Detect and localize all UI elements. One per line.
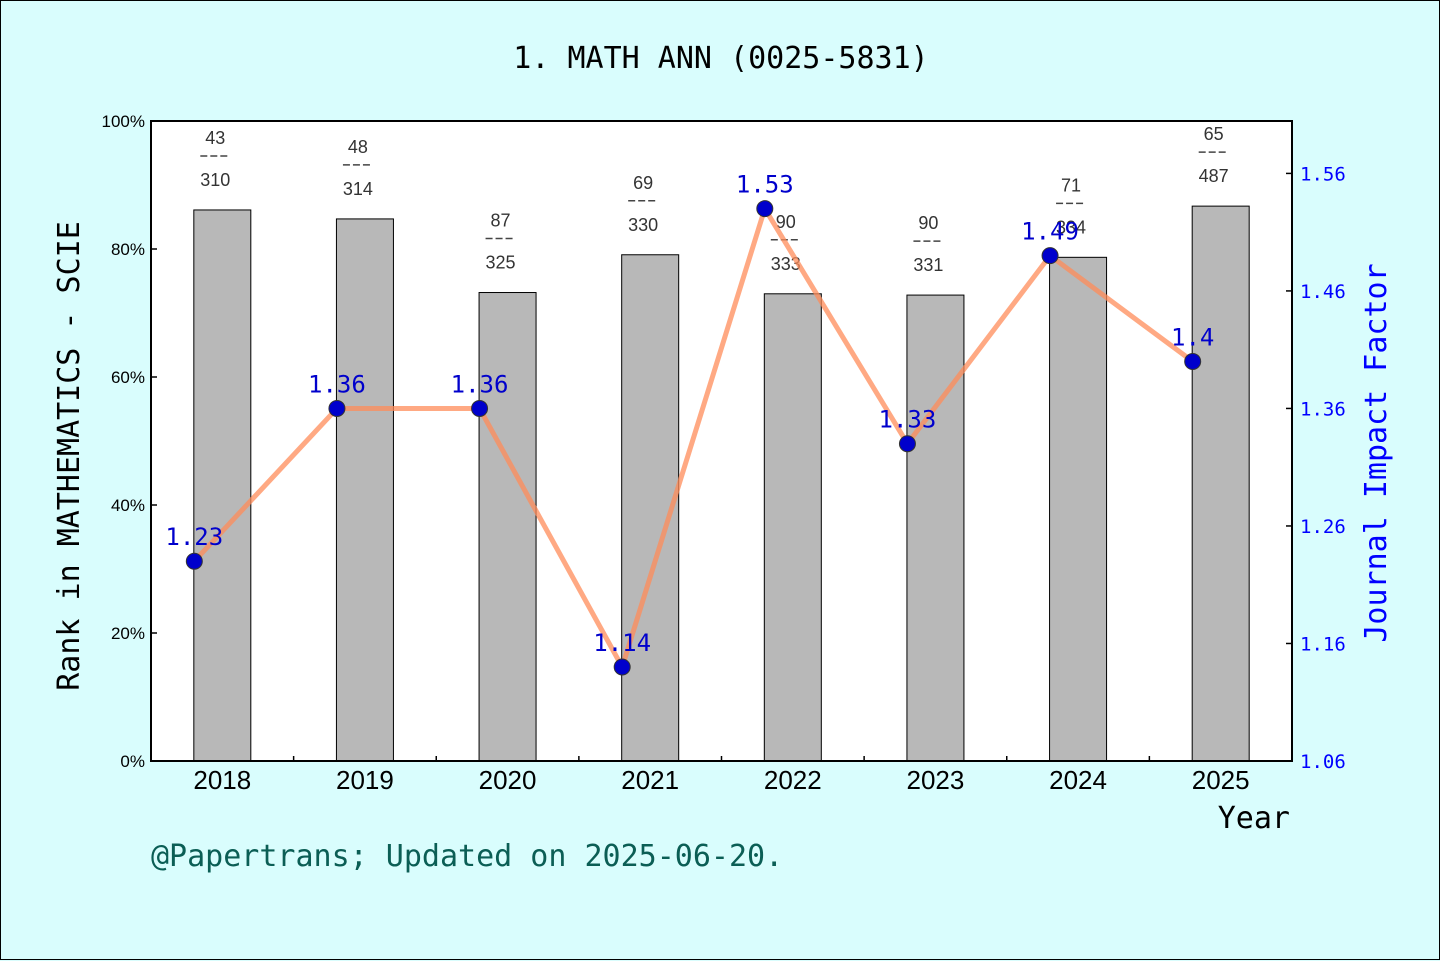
y-right-tick-label: 1.46	[1300, 281, 1346, 303]
rank-label: 71	[1061, 175, 1081, 195]
x-tick-label: 2019	[336, 765, 394, 795]
plot-area	[151, 121, 1292, 761]
impact-factor-point	[756, 200, 774, 218]
y-left-tick-label: 40%	[111, 496, 145, 515]
impact-factor-label: 1.14	[593, 629, 651, 657]
y-left-tick-label: 0%	[120, 752, 145, 771]
rank-label: 65	[1204, 124, 1224, 144]
total-label: 310	[200, 170, 230, 190]
rank-label: 87	[491, 211, 511, 231]
y-right-tick-label: 1.36	[1300, 398, 1346, 420]
x-tick-label: 2022	[764, 765, 822, 795]
total-label: 334	[1056, 217, 1086, 237]
impact-factor-point	[1041, 247, 1059, 265]
y-right-tick-label: 1.16	[1300, 633, 1346, 655]
total-label: 325	[486, 253, 516, 273]
impact-factor-label: 1.4	[1171, 323, 1214, 351]
total-label: 487	[1199, 166, 1229, 186]
y-left-tick-label: 80%	[111, 240, 145, 259]
footer-credit: @Papertrans; Updated on 2025-06-20.	[151, 839, 783, 874]
y-left-tick-label: 100%	[102, 112, 145, 131]
y-left-tick-label: 60%	[111, 368, 145, 387]
rank-label: 48	[348, 137, 368, 157]
x-tick-label: 2021	[621, 765, 679, 795]
axes-layer: 0% 20% 40% 60% 80% 100% 1.06 1.16 1.26 1.36 1.46 1.…	[102, 112, 1346, 795]
bar	[763, 293, 822, 762]
chart-title: 1. MATH ANN (0025-5831)	[513, 41, 928, 76]
bar	[1191, 205, 1250, 762]
y-right-tick-label: 1.56	[1300, 163, 1346, 185]
x-tick-label: 2024	[1049, 765, 1107, 795]
bar	[1049, 256, 1108, 762]
y-axis-left-label: Rank in MATHEMATICS - SCIE	[52, 221, 87, 691]
x-tick-label: 2018	[193, 765, 251, 795]
impact-factor-label: 1.36	[451, 370, 509, 398]
impact-factor-point	[1184, 352, 1202, 370]
impact-factor-label: 1.36	[308, 370, 366, 398]
bar	[193, 209, 252, 762]
impact-factor-label: 1.53	[736, 171, 794, 199]
y-right-tick-label: 1.06	[1300, 751, 1346, 773]
bar	[478, 292, 537, 762]
impact-factor-label: 1.49	[1021, 218, 1079, 246]
y-axis-right-label: Journal Impact Factor	[1359, 263, 1394, 642]
y-right-tick-label: 1.26	[1300, 516, 1346, 538]
total-label: 314	[343, 179, 373, 199]
line-layer: 1.23 1.36 1.36 1.14 1.53 1.33 1.49 1.4	[165, 171, 1214, 676]
bar	[906, 294, 965, 762]
impact-factor-point	[471, 399, 489, 417]
impact-factor-line	[192, 206, 1195, 670]
bar	[335, 218, 394, 762]
x-tick-label: 2023	[907, 765, 965, 795]
total-label: 330	[628, 215, 658, 235]
rank-label: 90	[918, 213, 938, 233]
rank-label: 43	[205, 128, 225, 148]
x-tick-label: 2025	[1192, 765, 1250, 795]
impact-factor-label: 1.33	[879, 406, 937, 434]
impact-factor-point	[898, 435, 916, 453]
impact-factor-point	[328, 399, 346, 417]
rank-label: 90	[776, 212, 796, 232]
rank-label: 69	[633, 173, 653, 193]
impact-factor-label: 1.23	[165, 523, 223, 551]
impact-factor-point	[185, 552, 203, 570]
x-axis-label: Year	[1218, 801, 1290, 836]
x-tick-label: 2020	[479, 765, 537, 795]
impact-factor-point	[613, 658, 631, 676]
total-label: 331	[913, 255, 943, 275]
y-left-tick-label: 20%	[111, 624, 145, 643]
